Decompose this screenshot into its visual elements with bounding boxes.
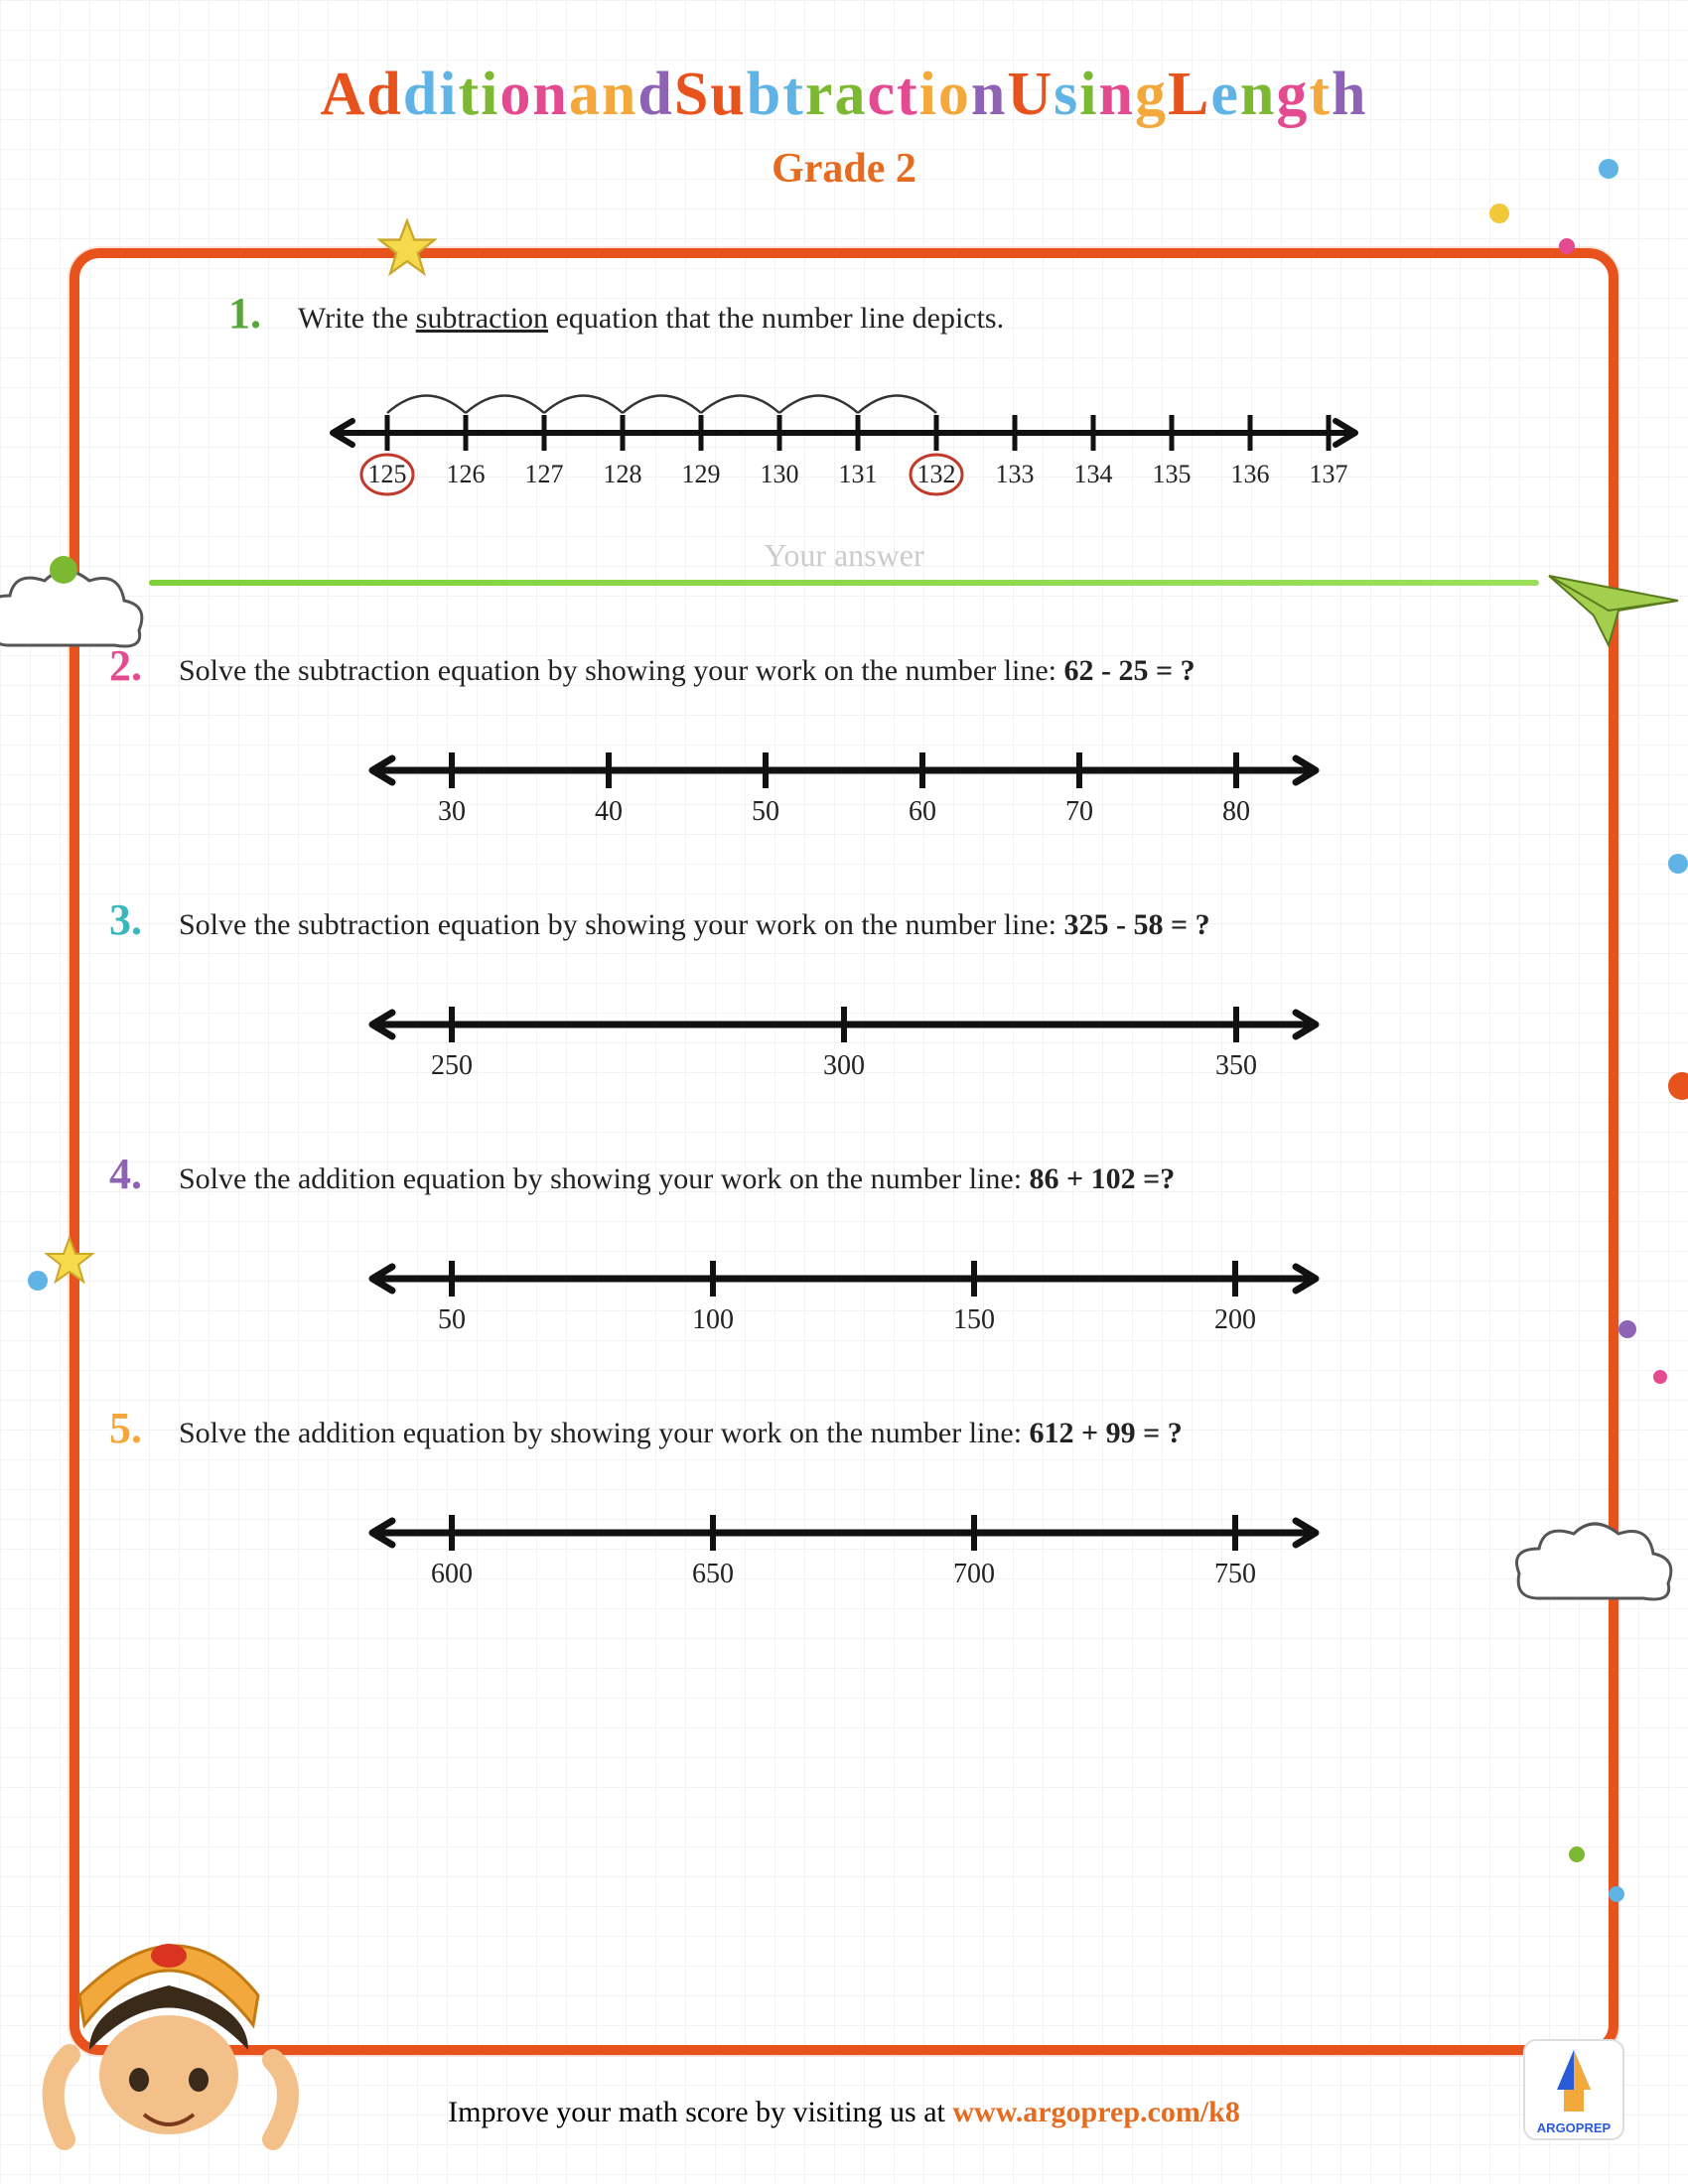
question-number: 4. <box>109 1149 159 1199</box>
svg-text:133: 133 <box>996 460 1035 488</box>
decorative-dot <box>1618 1320 1636 1338</box>
svg-text:750: 750 <box>1214 1559 1256 1589</box>
decorative-dot <box>1653 1370 1667 1384</box>
decorative-dot <box>1599 159 1618 179</box>
number-line: 250 300 350 <box>323 975 1365 1094</box>
question-number: 2. <box>109 640 159 691</box>
svg-text:135: 135 <box>1153 460 1192 488</box>
number-line: 125 126 127 128 129 130 131 132 133 134 135 136 137 <box>273 368 1415 517</box>
svg-text:127: 127 <box>525 460 564 488</box>
svg-text:50: 50 <box>752 796 779 827</box>
star-icon <box>377 218 437 278</box>
answer-underline <box>149 580 1539 586</box>
decorative-dot <box>50 556 77 584</box>
question-text: Solve the addition equation by showing y… <box>179 1162 1175 1196</box>
footer-url: www.argoprep.com/k8 <box>952 2096 1239 2128</box>
question-text: Write the subtraction equation that the … <box>298 302 1004 336</box>
number-line: 30 40 50 60 70 80 <box>323 721 1365 840</box>
svg-text:129: 129 <box>682 460 721 488</box>
svg-text:600: 600 <box>431 1559 473 1589</box>
svg-text:126: 126 <box>447 460 486 488</box>
svg-text:100: 100 <box>692 1304 734 1335</box>
question-2: 2. Solve the subtraction equation by show… <box>109 640 1579 840</box>
svg-text:137: 137 <box>1310 460 1348 488</box>
footer-text: Improve your math score by visiting us a… <box>448 2096 952 2128</box>
number-line: 600 650 700 750 <box>323 1483 1365 1602</box>
worksheet-title: Addition and Subtraction Using Length <box>0 0 1688 130</box>
question-4: 4. Solve the addition equation by showing… <box>109 1149 1579 1348</box>
svg-text:650: 650 <box>692 1559 734 1589</box>
worksheet-subtitle: Grade 2 <box>0 145 1688 193</box>
decorative-dot <box>1559 238 1575 254</box>
svg-text:134: 134 <box>1074 460 1113 488</box>
question-number: 5. <box>109 1403 159 1453</box>
question-text: Solve the subtraction equation by showin… <box>179 908 1210 942</box>
svg-text:132: 132 <box>917 460 956 488</box>
svg-text:131: 131 <box>839 460 878 488</box>
decorative-dot <box>1668 1072 1688 1100</box>
svg-text:300: 300 <box>823 1050 865 1081</box>
decorative-dot <box>1489 204 1509 223</box>
svg-text:130: 130 <box>761 460 799 488</box>
svg-text:250: 250 <box>431 1050 473 1081</box>
decorative-dot <box>1569 1846 1585 1862</box>
star-icon <box>45 1236 94 1286</box>
svg-text:50: 50 <box>438 1304 466 1335</box>
question-5: 5. Solve the addition equation by showing… <box>109 1403 1579 1602</box>
question-1: 1. Write the subtraction equation that th… <box>109 288 1579 586</box>
svg-text:70: 70 <box>1065 796 1093 827</box>
svg-text:60: 60 <box>909 796 936 827</box>
question-number: 3. <box>109 894 159 945</box>
svg-text:40: 40 <box>595 796 623 827</box>
question-text: Solve the addition equation by showing y… <box>179 1417 1183 1450</box>
question-number: 1. <box>228 288 278 339</box>
question-text: Solve the subtraction equation by showin… <box>179 654 1196 688</box>
svg-text:350: 350 <box>1215 1050 1257 1081</box>
svg-text:136: 136 <box>1231 460 1270 488</box>
svg-text:700: 700 <box>953 1559 995 1589</box>
questions-container: 1. Write the subtraction equation that th… <box>109 288 1579 2015</box>
svg-text:125: 125 <box>368 460 407 488</box>
svg-text:30: 30 <box>438 796 466 827</box>
svg-text:128: 128 <box>604 460 642 488</box>
question-3: 3. Solve the subtraction equation by show… <box>109 894 1579 1094</box>
svg-text:200: 200 <box>1214 1304 1256 1335</box>
decorative-dot <box>1668 854 1688 874</box>
answer-placeholder[interactable]: Your answer <box>109 537 1579 574</box>
decorative-dot <box>1609 1886 1624 1902</box>
number-line: 50 100 150 200 <box>323 1229 1365 1348</box>
footer: Improve your math score by visiting us a… <box>0 2096 1688 2129</box>
svg-text:80: 80 <box>1222 796 1250 827</box>
svg-text:150: 150 <box>953 1304 995 1335</box>
decorative-dot <box>28 1271 48 1291</box>
